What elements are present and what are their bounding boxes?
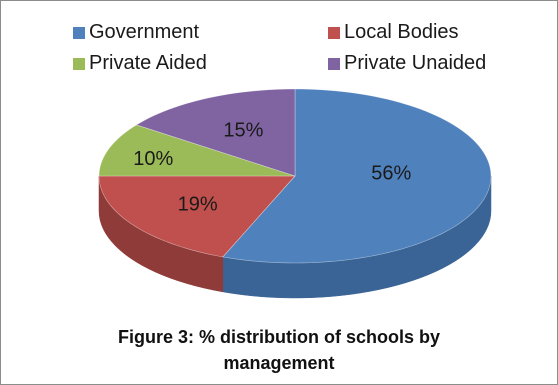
pie-slice-private-unaided — [135, 88, 296, 177]
pie-chart: 56% 19% 10% 15% — [98, 88, 492, 299]
legend-swatch — [328, 26, 340, 39]
pie-slice-local-bodies — [98, 175, 296, 258]
legend-item-local-bodies: Local Bodies — [328, 21, 459, 44]
data-labels: 56% 19% 10% 15% — [133, 119, 411, 215]
pie-slice-private-aided — [98, 124, 296, 177]
chart-legend: Government Local Bodies Private Aided Priva… — [1, 1, 557, 91]
caption-line-2: management — [223, 353, 335, 373]
legend-swatch — [73, 26, 85, 39]
pie-tops — [98, 88, 492, 264]
data-label-government: 56% — [371, 162, 411, 184]
legend-swatch — [73, 57, 85, 70]
legend-item-private-aided: Private Aided — [73, 52, 207, 75]
caption-line-1: Figure 3: % distribution of schools by — [117, 327, 440, 347]
legend-label: Private Aided — [89, 52, 207, 74]
legend-item-private-unaided: Private Unaided — [328, 52, 486, 75]
legend-swatch — [328, 57, 340, 70]
pie-slice-government — [222, 88, 492, 264]
legend-label: Government — [89, 21, 200, 43]
data-label-local-bodies: 19% — [178, 194, 218, 216]
legend-label: Private Unaided — [344, 52, 487, 74]
data-label-private-unaided: 15% — [223, 119, 263, 141]
legend-item-government: Government — [73, 21, 199, 44]
legend-label: Local Bodies — [344, 21, 459, 43]
data-label-private-aided: 10% — [133, 148, 173, 170]
figure-caption: Figure 3: % distribution of schools by m… — [1, 324, 557, 376]
